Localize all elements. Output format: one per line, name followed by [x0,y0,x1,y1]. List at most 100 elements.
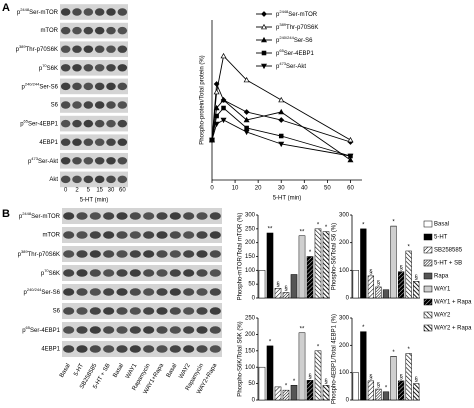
significance-label: * [392,350,395,356]
y-tick-label: 300 [339,316,350,322]
significance-label: § [399,265,402,271]
bar [266,345,274,401]
significance-label: * [362,222,365,228]
blot-band [63,307,75,315]
y-tick-label: 250 [245,316,256,322]
series-line [211,119,351,157]
bar [258,366,266,401]
significance-label: ** [268,227,273,233]
lane-label: WAY2 [178,362,192,380]
blot-strip [60,115,128,132]
legend-label: 5-HT [434,235,448,241]
blot-band [196,307,208,315]
legend-label: 5-HT + SB [434,261,462,267]
bar [360,228,367,299]
blot-band [196,326,208,334]
blot-band [63,231,75,239]
blot-band [117,64,128,72]
bar [322,231,330,299]
blot-band [143,269,155,277]
blot-band [106,82,116,91]
legend-marker [261,63,267,70]
blot-band [106,64,116,72]
blot-band [83,138,94,146]
blot-band [116,345,128,353]
bar [322,384,330,401]
marker [220,52,227,59]
blot-band [60,8,71,16]
blot-strip [62,322,222,338]
y-tick-label: 50 [248,381,255,387]
blot-band [169,212,181,220]
blot-band [89,345,101,353]
bar [274,386,282,401]
blot-band [209,212,221,220]
y-tick-label: 200 [339,240,350,246]
blot-band [116,326,128,334]
bar [298,332,306,401]
panel-label: A [2,2,10,14]
blot-band [94,8,105,16]
y-axis-label: Phospho-protein/Total protein (%) [200,55,206,144]
blot-band [83,119,94,128]
blot-band [183,269,195,277]
y-tick-label: 300 [245,213,256,219]
blot-row-label: p240/244Ser-S6 [22,81,59,90]
legend-swatch [423,324,433,332]
legend-swatch [423,259,433,267]
x-tick-label: 20 [255,186,262,192]
blot-row-label: p389Thr-p70S6K [18,249,60,258]
marker [278,117,285,123]
marker [220,117,227,124]
y-axis-label: Phospho-4EBP1/Total 4EBP1 (%) [332,314,338,404]
blot-row-label: p70S6K [39,63,58,72]
blot-band [116,269,128,277]
blot-band [76,288,88,296]
blot-strip [60,59,128,76]
blot-band [83,101,94,109]
blot-band [83,175,94,184]
blot-band [94,138,105,146]
blot-band [143,326,155,334]
x-tick-label: 10 [232,186,239,192]
bar [375,388,382,401]
blot-band [63,326,75,334]
blot-band [72,82,82,91]
blot-band [117,26,128,35]
blot-band [156,269,168,277]
blot-strip [60,41,128,58]
marker [278,133,284,139]
blot-row-label: S6 [51,103,59,109]
bar [352,372,359,401]
blot-band [156,288,168,296]
blot-band [209,269,221,277]
significance-label: § [377,383,380,389]
blot-band [83,64,94,72]
blot-band [60,101,71,109]
bar [367,275,375,299]
blot-band [94,45,105,53]
blot-strip [62,284,222,300]
blot-band [116,212,128,220]
significance-label: * [407,245,410,251]
blot-band [143,288,155,296]
bar [290,274,298,299]
blot-band [89,212,101,220]
blot-band [103,269,115,277]
blot-band [183,307,195,315]
blot-row-label: 4EBP1 [41,347,60,353]
legend-swatch [423,285,433,293]
blot-band [183,288,195,296]
blot-band [117,8,128,16]
blot-band [94,157,105,165]
blot-band [196,345,208,353]
blot-band [83,45,94,53]
blot-band [83,82,94,91]
significance-label: § [308,374,311,380]
x-tick-label: 30 [278,186,285,192]
x-tick-label: 50 [324,186,331,192]
blot-band [94,101,105,109]
blot-band [60,82,71,91]
lane-label: 15 [96,188,103,194]
significance-label: * [362,325,365,331]
